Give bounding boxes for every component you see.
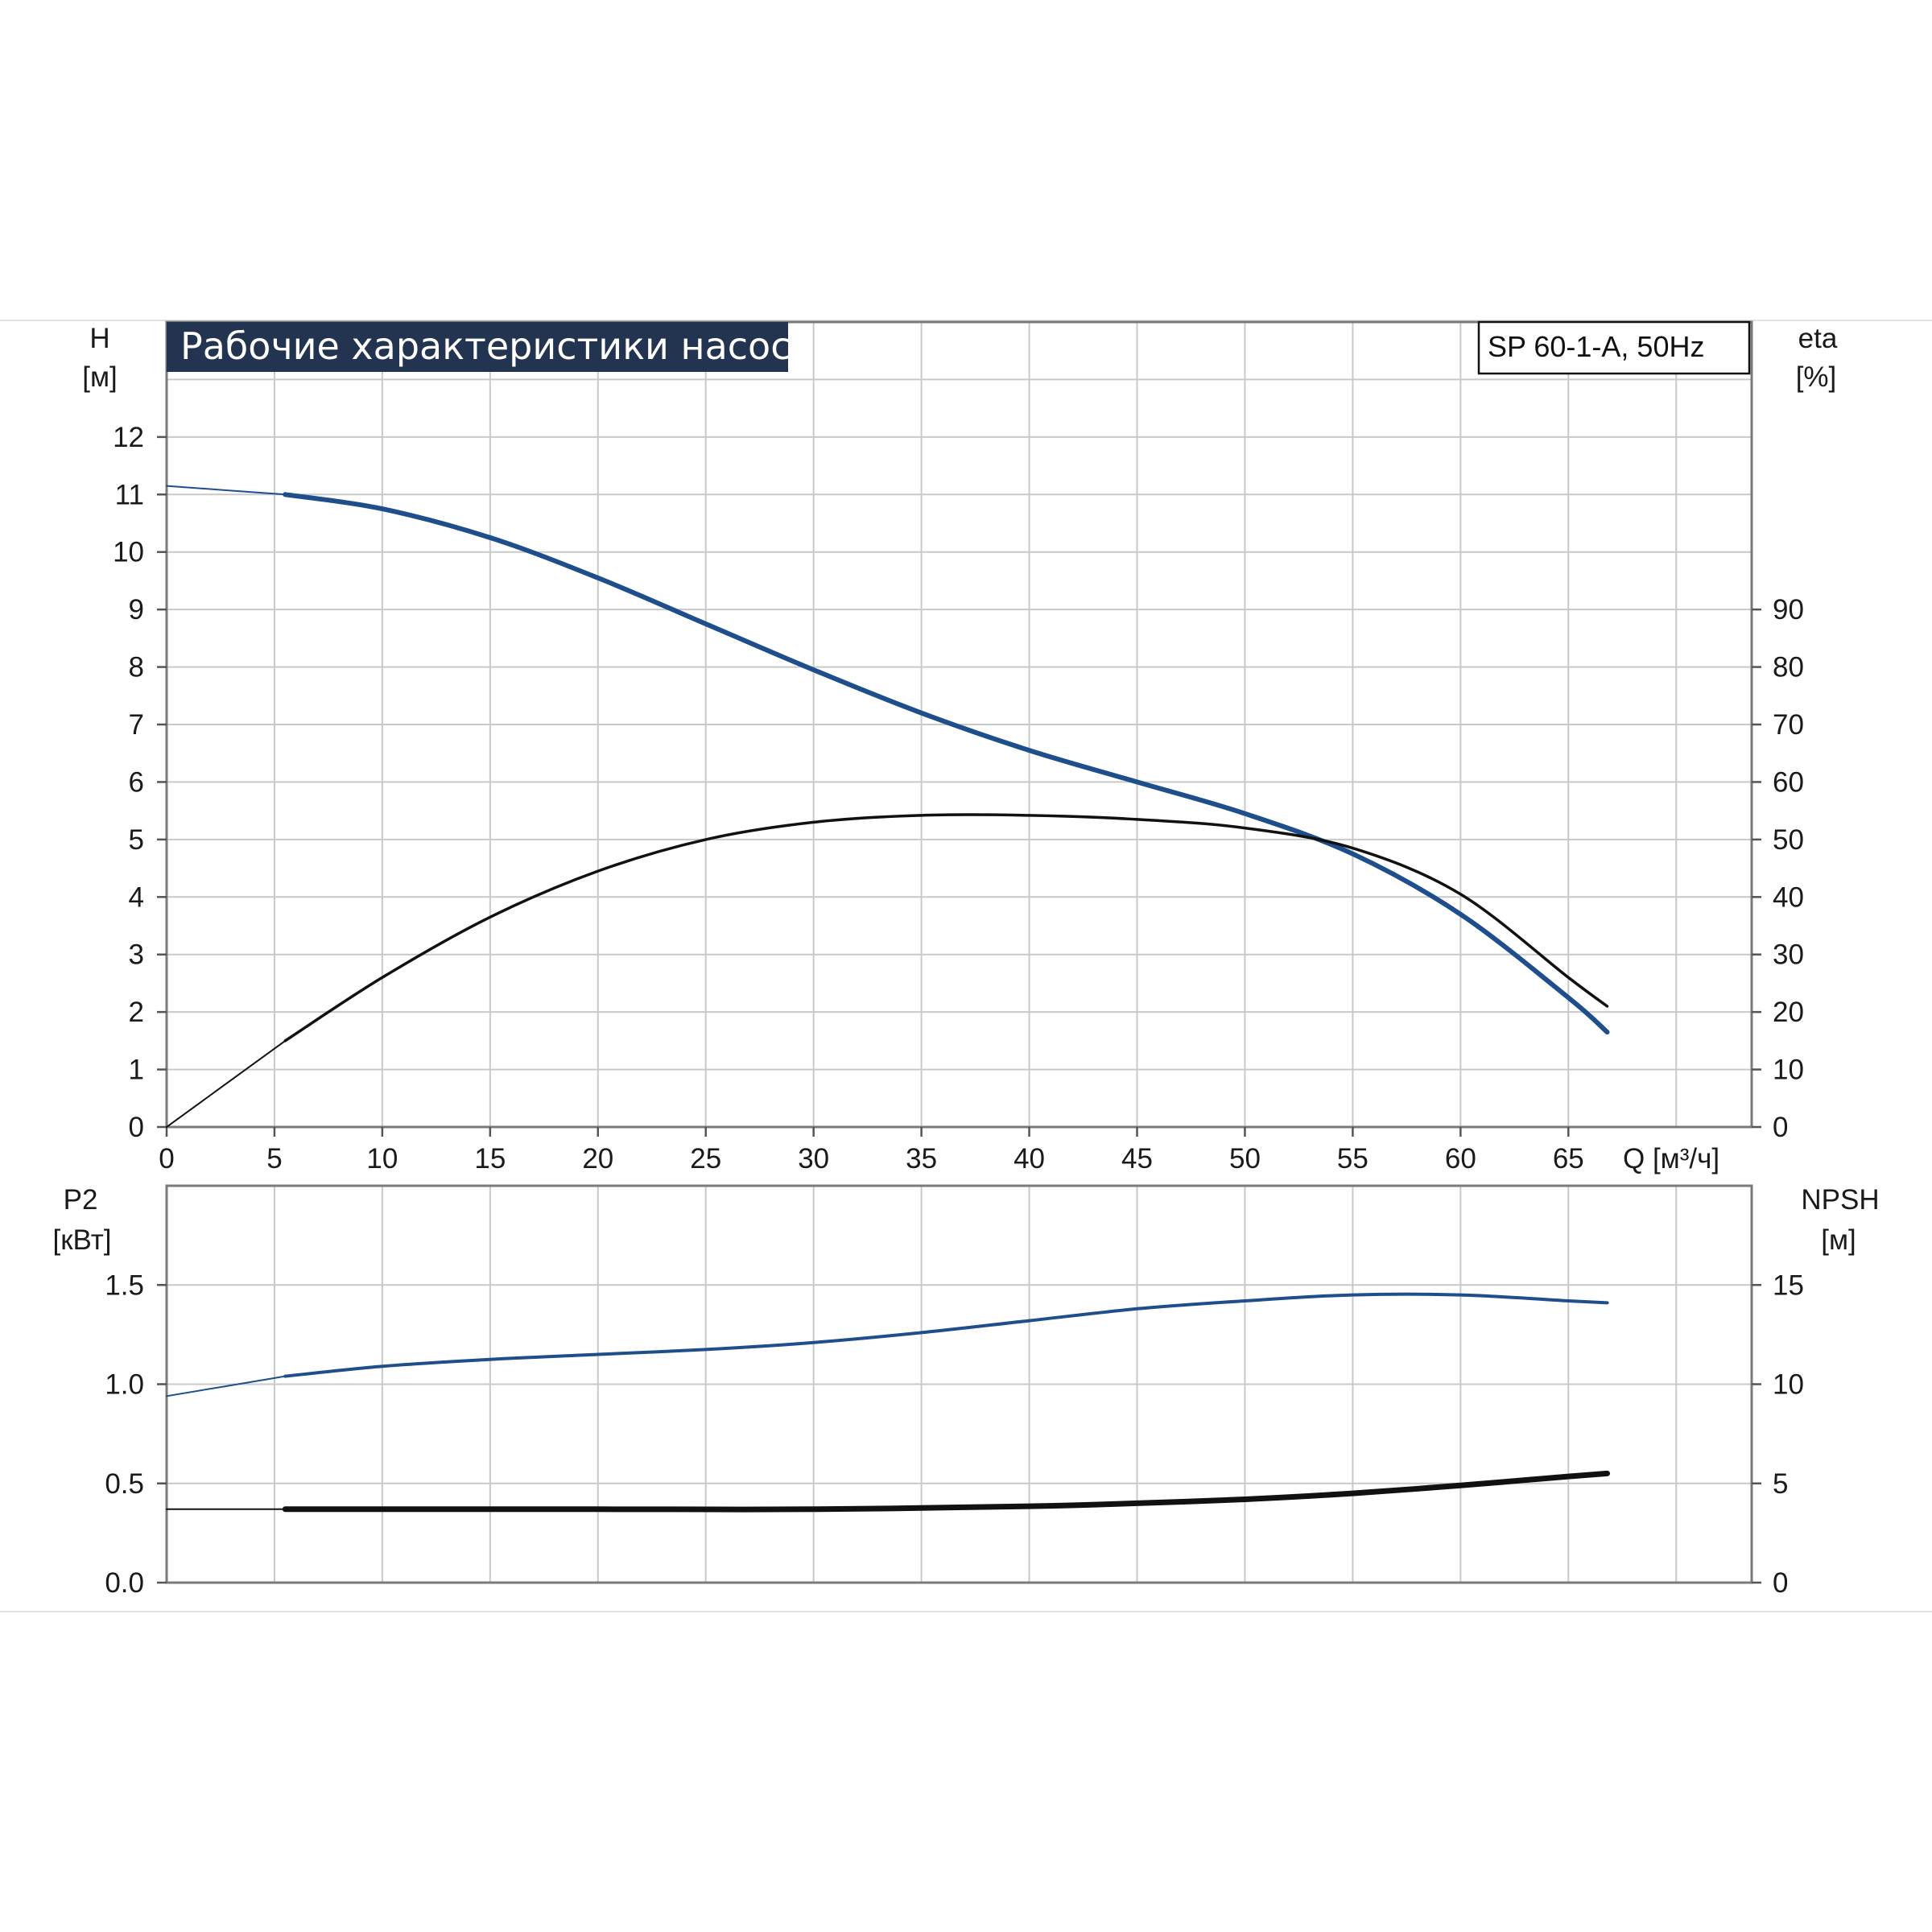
model-box [1477, 320, 1751, 375]
power-axis-title: P2 [64, 1184, 98, 1216]
y-tick-label: 11 [115, 479, 144, 510]
head-axis-unit: [м] [82, 361, 118, 393]
head-curve [283, 492, 1610, 1035]
y2-tick-label: 30 [1773, 939, 1804, 971]
y2-tick-label: 10 [1773, 1369, 1804, 1401]
y2-tick-label: 0 [1773, 1112, 1788, 1143]
y-tick-label: 2 [129, 997, 144, 1028]
head-curve-leading [166, 485, 287, 496]
y2-tick-label: 80 [1773, 652, 1804, 683]
x-tick-label: 50 [1229, 1143, 1261, 1174]
y-tick-label: 0 [129, 1112, 144, 1143]
y-tick-label: 3 [129, 939, 144, 971]
power-axis-unit: [кВт] [53, 1224, 112, 1256]
flow-axis-title: Q [м³/ч] [1623, 1143, 1719, 1174]
y-tick-label: 1.0 [105, 1369, 144, 1401]
npsh-axis-unit: [м] [1821, 1224, 1856, 1256]
head-axis-title: H [89, 323, 109, 354]
efficiency-curve [283, 813, 1609, 1042]
y2-tick-label: 20 [1773, 997, 1804, 1028]
y2-tick-label: 70 [1773, 709, 1804, 741]
x-tick-label: 55 [1337, 1143, 1368, 1174]
x-tick-label: 30 [798, 1143, 829, 1174]
y2-tick-label: 60 [1773, 766, 1804, 798]
efficiency-axis-unit: [%] [1796, 361, 1837, 393]
title-banner [167, 322, 788, 372]
x-tick-label: 60 [1445, 1143, 1476, 1174]
lower-plot: 0.0 0.5 1.0 1.5 0 5 10 15 P2 [кВт] NPSH [м] [53, 1184, 1880, 1599]
lower-series [166, 1292, 1610, 1513]
x-tick-label: 25 [690, 1143, 721, 1174]
y2-tick-label: 90 [1773, 594, 1804, 625]
y-tick-label: 10 [113, 537, 144, 568]
x-tick-label: 65 [1553, 1143, 1584, 1174]
x-tick-label: 15 [474, 1143, 506, 1174]
y2-tick-label: 15 [1773, 1269, 1804, 1301]
power-curve-leading [166, 1375, 287, 1397]
upper-grid [167, 322, 1752, 1127]
chart-title: Рабочие характеристики насоса [180, 324, 814, 368]
y2-tick-label: 10 [1773, 1055, 1804, 1086]
npsh-axis-title: NPSH [1801, 1184, 1879, 1216]
efficiency-axis-title: eta [1798, 323, 1838, 354]
y-tick-label: 0.5 [105, 1468, 144, 1500]
x-tick-label: 45 [1121, 1143, 1153, 1174]
y-tick-label: 5 [129, 824, 144, 856]
power-curve [283, 1292, 1609, 1378]
npsh-curve [282, 1470, 1610, 1513]
y-tick-label: 8 [129, 652, 144, 683]
y-tick-label: 1 [129, 1055, 144, 1086]
x-tick-label: 10 [366, 1143, 398, 1174]
model-label: SP 60-1-A, 50Hz [1488, 330, 1704, 363]
y-tick-label: 0.0 [105, 1567, 144, 1599]
x-tick-label: 0 [159, 1143, 174, 1174]
y-tick-label: 12 [113, 422, 144, 453]
lower-right-axis: 0 5 10 15 [1752, 1269, 1804, 1599]
y2-tick-label: 5 [1773, 1468, 1788, 1500]
x-tick-label: 35 [906, 1143, 937, 1174]
y2-tick-label: 50 [1773, 824, 1804, 856]
y-tick-label: 6 [129, 766, 144, 798]
y2-tick-label: 40 [1773, 881, 1804, 913]
efficiency-curve-leading [166, 1039, 287, 1128]
y-tick-label: 9 [129, 594, 144, 625]
y-tick-label: 1.5 [105, 1269, 144, 1301]
upper-series [166, 485, 1610, 1128]
x-tick-label: 5 [266, 1143, 282, 1174]
lower-grid [167, 1186, 1752, 1583]
upper-right-axis: 0 10 20 30 40 50 60 70 80 90 [1752, 594, 1804, 1143]
x-axis: 0 5 10 15 20 25 30 35 40 45 50 55 60 65 [159, 1127, 1584, 1174]
x-tick-label: 20 [582, 1143, 613, 1174]
lower-left-axis: 0.0 0.5 1.0 1.5 [105, 1269, 167, 1599]
y-tick-label: 4 [129, 881, 144, 913]
x-tick-label: 40 [1013, 1143, 1045, 1174]
y2-tick-label: 0 [1773, 1567, 1788, 1599]
y-tick-label: 7 [129, 709, 144, 741]
